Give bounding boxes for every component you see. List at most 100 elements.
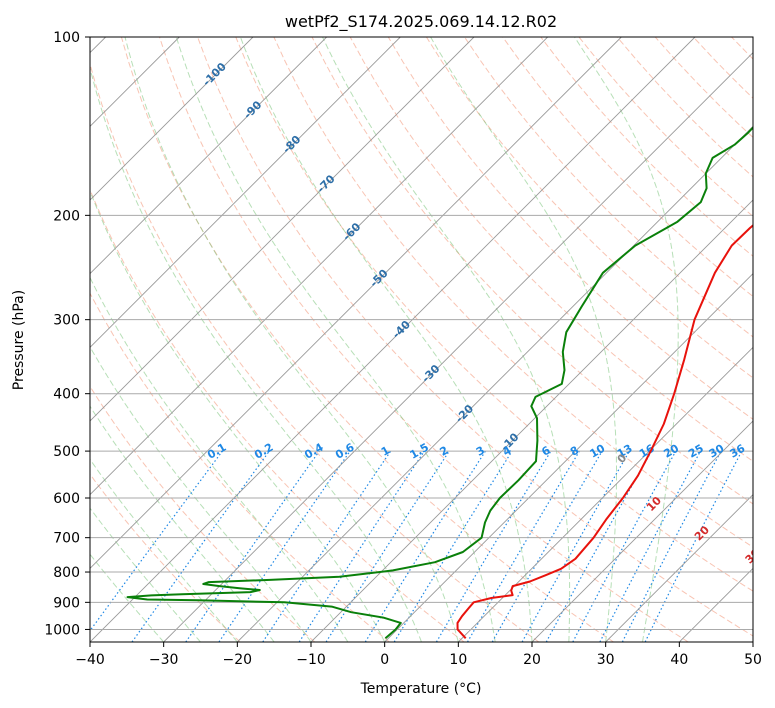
x-tick-label: 50	[744, 652, 762, 668]
chart-title: wetPf2_S174.2025.069.14.12.R02	[285, 12, 557, 32]
wet-bulb-label: 10	[644, 494, 664, 514]
x-tick-label: −10	[296, 652, 326, 668]
mixing-ratio-line	[298, 450, 425, 642]
mixing-ratio-line	[644, 450, 743, 642]
background-lines	[90, 37, 753, 642]
x-tick-label: −40	[75, 652, 105, 668]
profile-series	[126, 126, 753, 640]
x-tick-label: −30	[149, 652, 179, 668]
mixing-ratio-line	[218, 450, 351, 642]
mixing-ratio-line	[599, 450, 702, 642]
moist-adiabat	[90, 507, 201, 642]
dry-adiabat	[654, 37, 753, 139]
mixing-ratio-line	[364, 450, 486, 642]
mixing-ratio-label: 10	[587, 442, 607, 461]
mixing-ratio-line	[466, 450, 580, 642]
mixing-ratio-line	[393, 450, 513, 642]
mixing-ratio-line	[435, 450, 552, 642]
y-tick-label: 900	[53, 595, 80, 611]
mixing-ratio-line	[131, 450, 270, 642]
isotherm-label: -60	[340, 220, 363, 243]
y-tick-label: 700	[53, 531, 80, 547]
moist-adiabat	[574, 37, 679, 642]
moist-adiabat	[90, 553, 165, 642]
moist-adiabat	[90, 276, 349, 642]
moist-adiabat	[175, 37, 496, 642]
dry-adiabat	[502, 37, 753, 298]
line-labels: -100-90-80-70-60-50-40-30-20-100.1 0.2 0.4…	[200, 60, 775, 604]
wet-bulb-label: 40	[768, 584, 775, 604]
mixing-ratio-line	[185, 450, 320, 642]
y-tick-label: 500	[53, 444, 80, 460]
isotherm-line	[90, 37, 327, 275]
x-tick-label: 10	[449, 652, 467, 668]
dewpoint-profile-line	[126, 126, 753, 640]
isotherm-label: -90	[241, 98, 264, 121]
dry-adiabat	[235, 37, 753, 592]
isotherm-label: -40	[390, 318, 413, 341]
mixing-ratio-line	[325, 450, 450, 642]
dry-adiabat	[90, 188, 465, 642]
isotherm-line	[90, 37, 401, 348]
x-tick-label: 40	[670, 652, 688, 668]
dry-adiabat	[90, 292, 390, 642]
x-tick-label: 30	[597, 652, 615, 668]
moist-adiabat	[322, 37, 571, 642]
isotherm-line	[90, 37, 548, 496]
isotherm-line	[458, 346, 753, 642]
y-tick-label: 600	[53, 491, 80, 507]
isotherm-line	[384, 273, 753, 642]
isotherm-line	[237, 125, 753, 642]
dry-adiabat	[90, 473, 241, 642]
isotherm-line	[90, 37, 475, 422]
mixing-ratio-label: 0.2	[252, 441, 275, 462]
dry-adiabat	[159, 37, 689, 642]
isotherm-line	[163, 52, 753, 642]
y-tick-label: 400	[53, 387, 80, 403]
x-axis-ticks: −40 −30 −20 −10 0 10 20 30 40 50	[75, 642, 762, 668]
mixing-ratio-label: 30	[707, 442, 727, 461]
dry-adiabat	[425, 37, 753, 379]
y-axis-ticks: 100 200 300 400 500 600 700 800 900 1000	[44, 30, 90, 638]
moist-adiabat	[90, 405, 275, 642]
isotherm-label: -50	[367, 267, 390, 290]
isotherm-line	[90, 37, 622, 569]
mixing-ratio-label: 36	[727, 442, 747, 461]
moist-adiabat	[239, 37, 533, 642]
dry-adiabat	[273, 37, 753, 548]
mixing-ratio-line	[262, 450, 392, 642]
isotherm-line	[679, 567, 753, 642]
isotherm-line	[531, 420, 753, 642]
dry-adiabat	[387, 37, 753, 420]
x-tick-label: −20	[223, 652, 253, 668]
mixing-ratio-line	[90, 450, 223, 632]
dry-adiabat	[90, 385, 316, 642]
x-tick-label: 20	[523, 652, 541, 668]
dry-adiabat	[692, 37, 753, 99]
isotherm-line	[90, 37, 696, 642]
mixing-ratio-line	[572, 450, 677, 642]
y-tick-label: 300	[53, 313, 80, 329]
y-tick-label: 1000	[44, 622, 80, 638]
moist-adiabat	[90, 189, 386, 642]
isotherm-label: -30	[419, 362, 442, 385]
moist-adiabat	[90, 65, 422, 642]
isotherm-line	[752, 641, 753, 642]
mixing-ratio-label: 0.1	[205, 441, 228, 462]
y-tick-label: 800	[53, 565, 80, 581]
dry-adiabat	[349, 37, 753, 462]
moist-adiabat	[430, 37, 617, 642]
temperature-profile-line	[456, 224, 753, 639]
mixing-ratio-line	[621, 450, 722, 642]
wet-bulb-label: 30	[743, 546, 763, 566]
mixing-ratio-label: 0.6	[333, 440, 357, 461]
dry-adiabat	[464, 37, 753, 338]
mixing-ratio-label: 25	[686, 442, 706, 461]
mixing-ratio-label: 20	[661, 442, 681, 461]
isotherm-line	[310, 199, 753, 642]
mixing-ratio-line	[521, 450, 631, 642]
moist-adiabat	[124, 37, 459, 642]
dry-adiabat	[578, 37, 753, 218]
mixing-ratio-line	[545, 450, 653, 642]
plot-frame	[89, 36, 754, 643]
